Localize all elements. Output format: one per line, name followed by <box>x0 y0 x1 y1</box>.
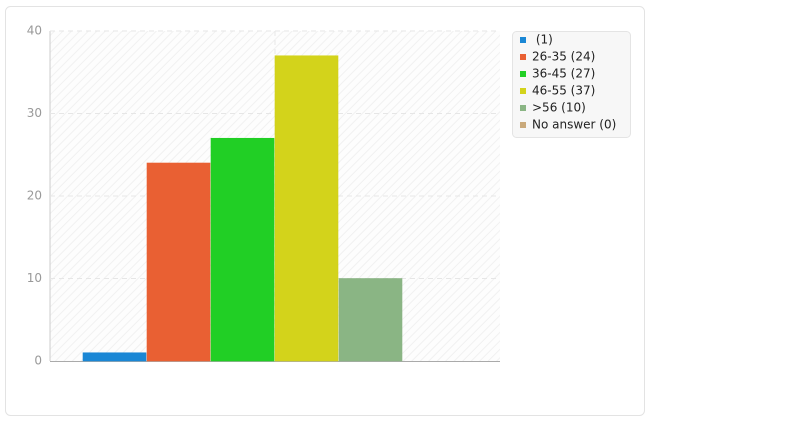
legend-label: No answer (0) <box>532 118 616 132</box>
legend-label: >56 (10) <box>532 101 586 115</box>
legend-swatch <box>520 88 526 94</box>
legend-label: 36-45 (27) <box>532 67 595 81</box>
legend-swatch <box>520 122 526 128</box>
y-tick-label: 10 <box>27 271 42 285</box>
legend-swatch <box>520 105 526 111</box>
legend-swatch <box>520 54 526 60</box>
y-tick-label: 30 <box>27 106 42 120</box>
bar <box>274 55 339 362</box>
bar <box>146 162 211 362</box>
bar <box>338 278 403 362</box>
legend <box>512 31 631 138</box>
legend-swatch <box>520 37 526 43</box>
y-tick-label: 40 <box>27 24 42 38</box>
y-tick-label: 20 <box>27 189 42 203</box>
legend-label: 46-55 (37) <box>532 84 595 98</box>
legend-label: (1) <box>532 33 553 47</box>
y-tick-label: 0 <box>34 354 42 368</box>
bar <box>210 137 275 362</box>
legend-label: 26-35 (24) <box>532 50 595 64</box>
legend-swatch <box>520 71 526 77</box>
bar <box>82 352 147 362</box>
